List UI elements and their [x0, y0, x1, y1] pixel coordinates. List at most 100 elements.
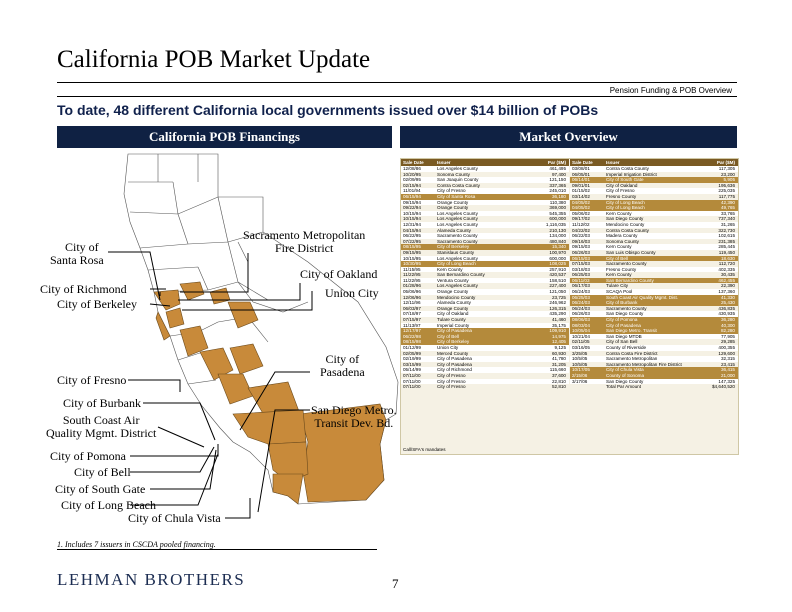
cell-issuer: City of Fresno: [437, 372, 466, 378]
table-row: 07/18/97 City of Oakland 435,290: [401, 311, 569, 318]
table-row: 01/12/99 Union City 9,125: [401, 345, 569, 351]
cell-par: 126,315: [549, 305, 566, 311]
table-row: 10/20/95 Sonoma County 97,400: [401, 172, 569, 178]
cell-par: 119,450: [718, 249, 735, 255]
cell-date: 08/06/03: [572, 317, 590, 323]
cell-issuer: Sacramento County: [606, 261, 647, 267]
cell-date: 09/17/02: [572, 216, 590, 222]
table-row: 09/15/95 Stanislaus County 100,970: [401, 250, 569, 256]
cell-issuer: City of Oakland: [437, 311, 469, 317]
cell-issuer: Orange County: [437, 289, 469, 295]
table-row: 05/06/02 Kern County 33,765: [570, 210, 738, 217]
cell-par: 100,970: [549, 249, 566, 255]
cell-issuer: Los Angeles County: [437, 283, 478, 289]
label-pasadena-line1: City of: [325, 352, 360, 366]
table-row: 05/06/96 Orange County 121,050: [401, 289, 569, 295]
cell-date: 11/15/95: [403, 266, 421, 272]
cell-date: 09/15/95: [403, 249, 421, 255]
cell-par: 52,810: [551, 384, 566, 390]
cell-issuer: San Diego County: [606, 311, 644, 317]
label-sacramento: Sacramento Metropolitan Fire District: [243, 229, 365, 255]
cell-issuer: Tulare County: [437, 317, 466, 323]
cell-date: 02/05/99: [403, 350, 421, 356]
cell-par: 435,290: [549, 311, 566, 317]
cell-par: 5,905: [723, 177, 736, 183]
cell-issuer: San Luis Obispo County: [606, 249, 656, 255]
cell-issuer: City of Richmond: [437, 367, 472, 373]
table-row: 10/17/05 City of Chula Vista 36,415: [570, 367, 738, 373]
cell-date: 06/22/98: [403, 333, 421, 339]
cell-par: 110,380: [549, 199, 566, 205]
cell-issuer: City of Bell: [437, 333, 459, 339]
lehman-brothers-logo: LEHMAN BROTHERS: [57, 570, 246, 589]
cell-par: 121,050: [549, 289, 566, 295]
cell-date: 10/15/94: [403, 216, 421, 222]
page-title: California POB Market Update: [57, 46, 371, 73]
table-row: 06/17/03 Tulare City 22,390: [570, 283, 738, 289]
table-row: 10/5/05 Sacramento Metropolitan 32,315: [570, 356, 738, 362]
cell-issuer: Sacramento County: [606, 305, 647, 311]
cell-par: 112,720: [718, 261, 735, 267]
table-row: 08/06/03 City of Pomona 36,280: [570, 317, 738, 323]
table-row: 2/15/06 County of Sonoma 21,000: [570, 372, 738, 379]
cell-par: 462,455: [718, 277, 735, 283]
cell-date: 10/05/04: [572, 328, 590, 334]
cell-par: 420,537: [549, 272, 566, 278]
market-overview-header: Market Overview: [400, 126, 737, 148]
table-row: 06/14/01 City of South Gate 5,905: [570, 177, 738, 183]
table-row: 12/11/96 Alameda County 246,962: [401, 300, 569, 306]
cell-issuer: City of Bell: [606, 255, 628, 261]
cell-date: 02/09/95: [403, 177, 421, 183]
table-row: 09/22/94 Orange County 369,000: [401, 205, 569, 211]
cell-par: 400,355: [718, 345, 735, 350]
table-row: 07/15/97 Tulare County 41,460: [401, 317, 569, 323]
table-row: 06/25/03 South Coast Air Quality Mgmt. Di…: [570, 294, 738, 301]
table-row: 07/15/03 Sacramento County 112,720: [570, 261, 738, 267]
cell-date: 05/06/02: [572, 210, 590, 216]
table-row: 06/15/94 City of Santa Rosa 36,180: [401, 193, 569, 200]
cell-date: 06/17/03: [572, 283, 590, 289]
table-row: 12/31/94 Los Angeles County 1,116,035: [401, 221, 569, 228]
cell-issuer: City of San Bell: [606, 339, 638, 345]
label-santa-rosa-line1: City of: [65, 240, 99, 254]
cell-date: 06/15/94: [403, 193, 421, 199]
table-row: 08/15/98 City of Berkeley 12,405: [401, 339, 569, 345]
table-row: 11/01/94 City of Fresno 245,010: [401, 188, 569, 194]
cell-issuer: City of Fresno: [606, 188, 635, 194]
cell-par: 285,445: [718, 244, 735, 250]
cell-par: 102,615: [718, 233, 735, 239]
table-row: 02/05/99 Merced County 60,930: [401, 351, 569, 357]
cell-par: 22,390: [720, 283, 735, 289]
cell-issuer: Los Angeles County: [437, 255, 478, 261]
table-row: 04/22/02 Contra Costa County 322,730: [570, 228, 738, 234]
table-row: 08/03/04 City of Pasadena 40,300: [570, 322, 738, 329]
label-san-diego-metro: San Diego Metro. Transit Dev. Bd.: [311, 404, 397, 430]
cell-issuer: County of Riverside: [606, 345, 647, 350]
financings-header: California POB Financings: [57, 126, 392, 148]
cell-date: 04/05/02: [572, 199, 590, 205]
cell-par: 147,325: [718, 378, 735, 384]
cell-date: 06/03/97: [403, 305, 421, 311]
cell-date: 06/26/03: [572, 249, 590, 255]
cell-par: 430,935: [718, 311, 735, 317]
label-san-diego-line2: Transit Dev. Bd.: [314, 416, 394, 430]
cell-par: 134,000: [549, 233, 566, 239]
cell-issuer: Los Angeles County: [437, 216, 478, 222]
table-row: 04/05/02 City of Long Beach 49,765: [570, 205, 738, 211]
cell-par: 245,010: [549, 188, 566, 194]
cell-par: 231,385: [718, 238, 735, 244]
table-header: Sale Date Issuer Par ($M): [570, 159, 738, 166]
cell-issuer: San Joaquin County: [437, 177, 479, 183]
cell-par: 36,280: [720, 317, 735, 323]
cell-date: 02/11/05: [572, 339, 590, 345]
cell-issuer: City of Burbank: [606, 300, 638, 306]
cell-date: 12/06/96: [403, 294, 421, 300]
cell-date: [570, 384, 606, 390]
cell-par: 41,460: [551, 317, 566, 323]
cell-date: 10/20/95: [403, 171, 421, 177]
cell-par: 195,636: [718, 182, 735, 188]
cell-issuer: Imperial Irrigation District: [606, 171, 657, 177]
cell-date: 10/15/94: [403, 210, 421, 216]
cell-date: 06/25/03: [572, 272, 590, 278]
cell-issuer: Contra Costa County: [606, 166, 649, 171]
